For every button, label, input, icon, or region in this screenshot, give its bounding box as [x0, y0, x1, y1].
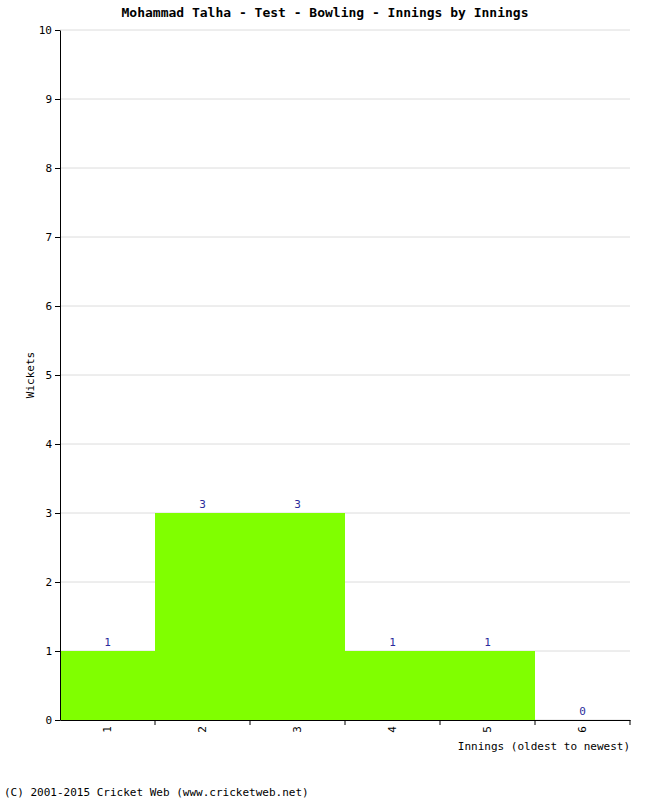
y-tick: 2	[45, 576, 60, 589]
x-boundary-tick	[345, 720, 346, 725]
y-tick-mark	[55, 375, 60, 376]
y-tick-label: 0	[45, 714, 52, 727]
data-labels: 1 3 3 1 1 0	[104, 498, 586, 718]
x-boundary-tick	[155, 720, 156, 725]
x-tick-label: 6	[576, 726, 589, 733]
grid	[60, 30, 630, 720]
x-boundary-tick	[250, 720, 251, 725]
x-boundary-tick	[630, 720, 631, 725]
y-tick: 6	[45, 300, 60, 313]
y-tick-label: 8	[45, 162, 52, 175]
bar	[250, 513, 345, 720]
y-tick: 7	[45, 231, 60, 244]
y-tick-mark	[55, 99, 60, 100]
y-tick-mark	[55, 30, 60, 31]
y-tick-label: 7	[45, 231, 52, 244]
y-tick-label: 2	[45, 576, 52, 589]
x-tick: 6	[576, 720, 589, 733]
y-tick-mark	[55, 306, 60, 307]
grid-line	[60, 99, 630, 100]
data-label: 3	[199, 498, 206, 511]
y-tick: 5	[45, 369, 60, 382]
y-tick-mark	[55, 237, 60, 238]
data-label: 1	[104, 636, 111, 649]
y-tick-mark	[55, 168, 60, 169]
y-tick: 1	[45, 645, 60, 658]
y-tick-mark	[55, 513, 60, 514]
plot-area: 012345678910123456133110	[39, 24, 631, 733]
x-tick-label: 5	[481, 726, 494, 733]
grid-line	[60, 168, 630, 169]
y-axis-title: Wickets	[24, 352, 37, 398]
y-tick: 10	[39, 24, 60, 37]
y-tick: 3	[45, 507, 60, 520]
bar	[535, 720, 630, 721]
x-tick-label: 2	[196, 726, 209, 733]
bar	[345, 651, 440, 720]
y-tick-label: 9	[45, 93, 52, 106]
y-tick: 9	[45, 93, 60, 106]
x-tick: 2	[196, 720, 209, 733]
x-tick: 4	[386, 720, 399, 733]
x-boundary-ticks	[155, 720, 630, 725]
title: Mohammad Talha - Test - Bowling - Inning…	[122, 5, 529, 20]
y-tick-mark	[55, 720, 60, 721]
y-tick-mark	[55, 651, 60, 652]
data-label: 0	[579, 705, 586, 718]
x-axis-title: Innings (oldest to newest)	[458, 740, 630, 753]
x-tick: 1	[101, 720, 114, 733]
y-tick: 8	[45, 162, 60, 175]
y-tick-label: 3	[45, 507, 52, 520]
bar	[440, 651, 535, 720]
data-label: 3	[294, 498, 301, 511]
y-axis-line	[60, 31, 61, 721]
y-tick-label: 1	[45, 645, 52, 658]
x-boundary-tick	[440, 720, 441, 725]
y-tick-label: 10	[39, 24, 52, 37]
grid-line	[60, 444, 630, 445]
bar	[60, 651, 155, 720]
x-axis: 1 2 3 4 5 6	[61, 720, 631, 733]
y-tick-label: 6	[45, 300, 52, 313]
y-axis: 0 1 2 3 4 5 6 7 8 9 10	[39, 24, 61, 727]
y-tick: 4	[45, 438, 60, 451]
y-tick-label: 5	[45, 369, 52, 382]
x-tick-label: 4	[386, 726, 399, 733]
data-label: 1	[389, 636, 396, 649]
x-tick: 3	[291, 720, 304, 733]
x-tick-label: 3	[291, 726, 304, 733]
y-tick-mark	[55, 582, 60, 583]
annotation: (C) 2001-2015 Cricket Web (www.cricketwe…	[4, 786, 309, 799]
x-tick-label: 1	[101, 726, 114, 733]
grid-line	[60, 375, 630, 376]
x-tick: 5	[481, 720, 494, 733]
chart: 012345678910123456133110Mohammad Talha -…	[0, 0, 650, 800]
grid-line	[60, 30, 630, 31]
bar	[155, 513, 250, 720]
data-label: 1	[484, 636, 491, 649]
y-tick-mark	[55, 444, 60, 445]
y-tick-label: 4	[45, 438, 52, 451]
x-boundary-tick	[535, 720, 536, 725]
bars	[60, 513, 535, 720]
grid-line	[60, 237, 630, 238]
y-tick: 0	[45, 714, 60, 727]
grid-line	[60, 306, 630, 307]
